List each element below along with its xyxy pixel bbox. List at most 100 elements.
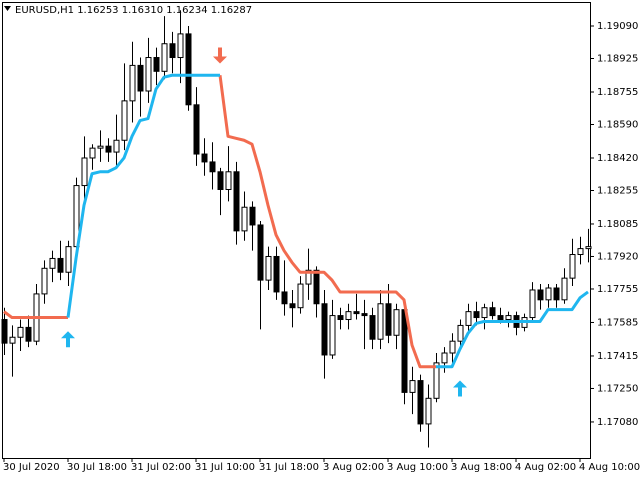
x-tick-label: 30 Jul 18:00 (67, 462, 127, 473)
x-tick-label: 4 Aug 02:00 (515, 462, 576, 473)
candle-body (361, 313, 368, 317)
candle-body (129, 64, 136, 102)
symbol-menu-icon (4, 6, 11, 11)
candle-body (481, 307, 488, 319)
candle-body (409, 380, 416, 393)
candle-body (585, 246, 592, 250)
candle-body (193, 104, 200, 155)
candle-body (329, 315, 336, 356)
candle-body (449, 340, 456, 354)
candle-body (265, 255, 272, 281)
candle-body (81, 157, 88, 187)
candle-body (289, 303, 296, 309)
candle-body (65, 246, 72, 273)
y-tick-label: 1.18590 (597, 119, 638, 130)
y-tick-label: 1.17250 (597, 383, 638, 394)
candle-body (209, 161, 216, 173)
y-tick-label: 1.17585 (597, 317, 638, 328)
x-tick-label: 30 Jul 2020 (3, 462, 60, 473)
candle-body (385, 303, 392, 336)
candle-body (169, 43, 176, 59)
candle-body (249, 206, 256, 226)
candle-body (569, 254, 576, 279)
plot-frame (2, 2, 591, 459)
candle-body (497, 315, 504, 321)
candle-body (233, 171, 240, 232)
signal-arrow (61, 331, 75, 348)
candle-body (489, 307, 496, 317)
signal-arrow (453, 380, 467, 397)
candle-body (321, 303, 328, 356)
x-tick-label: 3 Aug 02:00 (323, 462, 384, 473)
y-tick-label: 1.18085 (597, 219, 638, 230)
candle-body (241, 206, 248, 232)
candle-body (377, 303, 384, 340)
candle-body (273, 255, 280, 293)
candle-body (577, 248, 584, 256)
candle-body (41, 267, 48, 295)
candle-body (441, 352, 448, 364)
candle-body (345, 311, 352, 321)
y-tick-label: 1.17755 (597, 284, 638, 295)
candle-body (313, 269, 320, 305)
y-tick-label: 1.18755 (597, 87, 638, 98)
trail-line (3, 75, 436, 369)
y-tick-label: 1.18420 (597, 153, 638, 164)
x-tick-label: 3 Aug 10:00 (387, 462, 448, 473)
candle-body (161, 43, 168, 72)
x-tick-label: 3 Aug 18:00 (451, 462, 512, 473)
candle-body (145, 57, 152, 92)
candle-body (225, 171, 232, 191)
candle-body (369, 315, 376, 340)
candle-body (537, 289, 544, 301)
y-tick-label: 1.18925 (597, 54, 638, 65)
candle-body (105, 145, 112, 153)
chart-title: EURUSD,H1 1.16253 1.16310 1.16234 1.1628… (15, 5, 252, 16)
trail-line (66, 73, 589, 369)
y-tick-label: 1.17920 (597, 251, 638, 262)
candle-body (57, 257, 64, 273)
y-tick-label: 1.17080 (597, 417, 638, 428)
candle-body (137, 64, 144, 92)
candle-body (553, 287, 560, 301)
y-tick-label: 1.17415 (597, 351, 638, 362)
candle-body (1, 319, 8, 344)
candle-body (185, 33, 192, 106)
candle-body (465, 311, 472, 326)
candle-body (433, 362, 440, 399)
candle-body (545, 287, 552, 301)
candle-body (257, 224, 264, 281)
y-tick-label: 1.19090 (597, 21, 638, 32)
x-tick-label: 31 Jul 02:00 (131, 462, 191, 473)
candle-body (201, 153, 208, 163)
candle-body (297, 283, 304, 309)
x-tick-label: 31 Jul 10:00 (195, 462, 255, 473)
candle-body (113, 139, 120, 153)
y-tick-label: 1.18255 (597, 185, 638, 196)
candle-body (17, 326, 24, 338)
candle-body (9, 336, 16, 344)
candle-body (49, 257, 56, 269)
candle-body (217, 171, 224, 191)
x-tick-label: 4 Aug 10:00 (579, 462, 640, 473)
candle-body (425, 397, 432, 425)
candle-body (25, 326, 32, 342)
candle-body (561, 277, 568, 301)
candle-body (305, 269, 312, 285)
candle-body (97, 145, 104, 149)
x-tick-label: 31 Jul 18:00 (259, 462, 319, 473)
signal-arrow (213, 47, 227, 64)
candle-body (337, 315, 344, 321)
candle-body (473, 311, 480, 319)
candle-body (121, 100, 128, 141)
candle-body (89, 147, 96, 159)
candle-body (393, 309, 400, 336)
candle-body (281, 291, 288, 305)
candle-body (529, 289, 536, 319)
candle-body (457, 324, 464, 342)
candle-body (353, 311, 360, 315)
candle-body (153, 57, 160, 72)
candle-body (177, 33, 184, 59)
candle-body (417, 380, 424, 425)
